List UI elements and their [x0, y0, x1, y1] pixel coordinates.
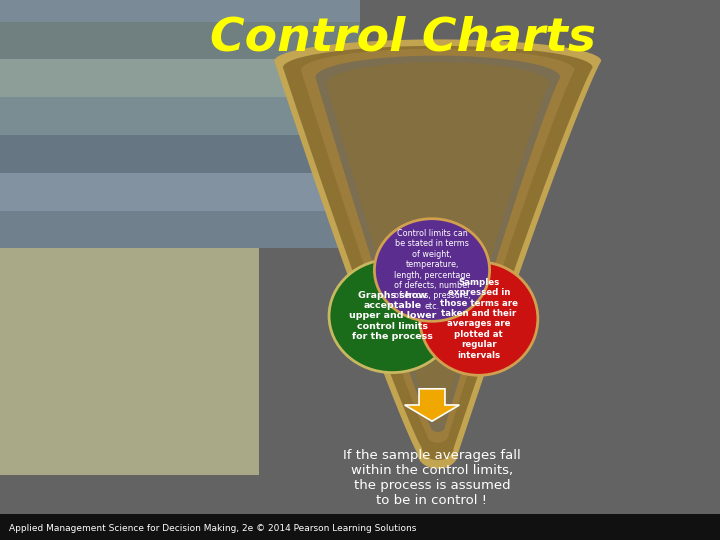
- Ellipse shape: [420, 262, 538, 375]
- FancyBboxPatch shape: [0, 211, 360, 248]
- FancyBboxPatch shape: [0, 59, 360, 97]
- Text: Samples
expressed in
those terms are
taken and their
averages are
plotted at
reg: Samples expressed in those terms are tak…: [440, 278, 518, 360]
- Text: Control limits can
be stated in terms
of weight,
temperature,
length, percentage: Control limits can be stated in terms of…: [394, 229, 470, 311]
- FancyBboxPatch shape: [0, 173, 360, 211]
- Ellipse shape: [329, 259, 456, 373]
- FancyBboxPatch shape: [0, 22, 360, 59]
- Text: Control Charts: Control Charts: [210, 15, 596, 60]
- Text: If the sample averages fall
within the control limits,
the process is assumed
to: If the sample averages fall within the c…: [343, 449, 521, 507]
- FancyBboxPatch shape: [0, 248, 259, 475]
- Polygon shape: [283, 46, 593, 460]
- Polygon shape: [301, 49, 575, 443]
- FancyBboxPatch shape: [0, 514, 720, 540]
- Ellipse shape: [374, 219, 490, 321]
- Polygon shape: [405, 389, 459, 421]
- Polygon shape: [423, 281, 449, 300]
- Polygon shape: [315, 56, 560, 432]
- Text: Applied Management Science for Decision Making, 2e © 2014 Pearson Learning Solut: Applied Management Science for Decision …: [9, 524, 416, 532]
- FancyBboxPatch shape: [0, 97, 360, 135]
- FancyBboxPatch shape: [0, 135, 360, 173]
- FancyBboxPatch shape: [0, 0, 360, 248]
- Polygon shape: [274, 39, 601, 469]
- Polygon shape: [326, 62, 549, 423]
- Text: Graphs show
acceptable
upper and lower
control limits
for the process: Graphs show acceptable upper and lower c…: [348, 291, 436, 341]
